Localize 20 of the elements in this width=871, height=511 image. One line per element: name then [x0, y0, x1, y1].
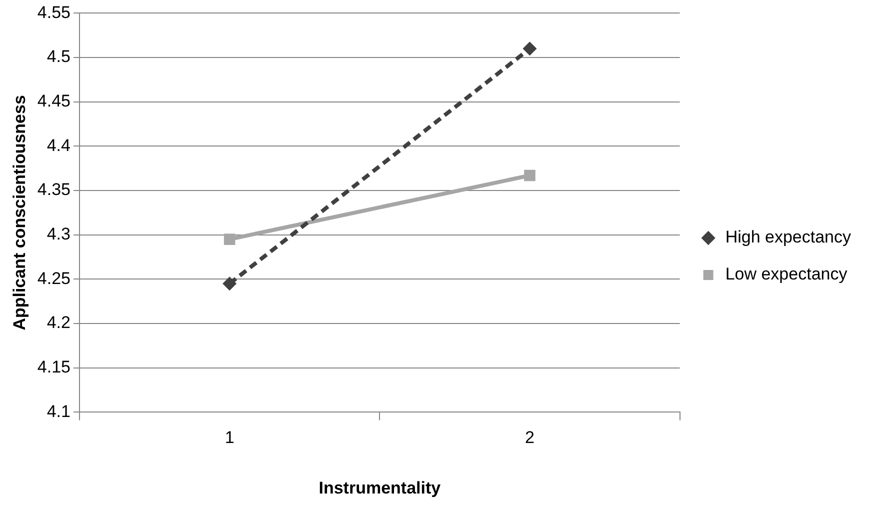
y-tick-label: 4.3	[46, 224, 70, 244]
y-tick-label: 4.45	[37, 92, 70, 111]
x-axis-title: Instrumentality	[318, 478, 442, 498]
y-tick-label: 4.35	[37, 180, 70, 200]
y-tick-label: 4.4	[46, 136, 70, 155]
y-axis-title: Applicant conscientiousness	[10, 95, 29, 330]
point	[524, 170, 536, 182]
y-tick-label: 4.5	[46, 47, 70, 66]
x-tick-label: 1	[224, 428, 234, 448]
legend-label: Low expectancy	[725, 264, 848, 284]
y-tick-label: 4.55	[37, 2, 70, 22]
point	[224, 234, 236, 245]
y-tick-label: 4.1	[46, 402, 70, 421]
y-tick-label: 4.2	[46, 313, 70, 332]
point	[222, 276, 237, 291]
legend-label: High expectancy	[725, 228, 852, 247]
point	[522, 42, 537, 56]
x-tick-label: 2	[525, 428, 534, 448]
y-tick-label: 4.15	[37, 358, 70, 377]
y-tick-label: 4.25	[37, 268, 70, 288]
